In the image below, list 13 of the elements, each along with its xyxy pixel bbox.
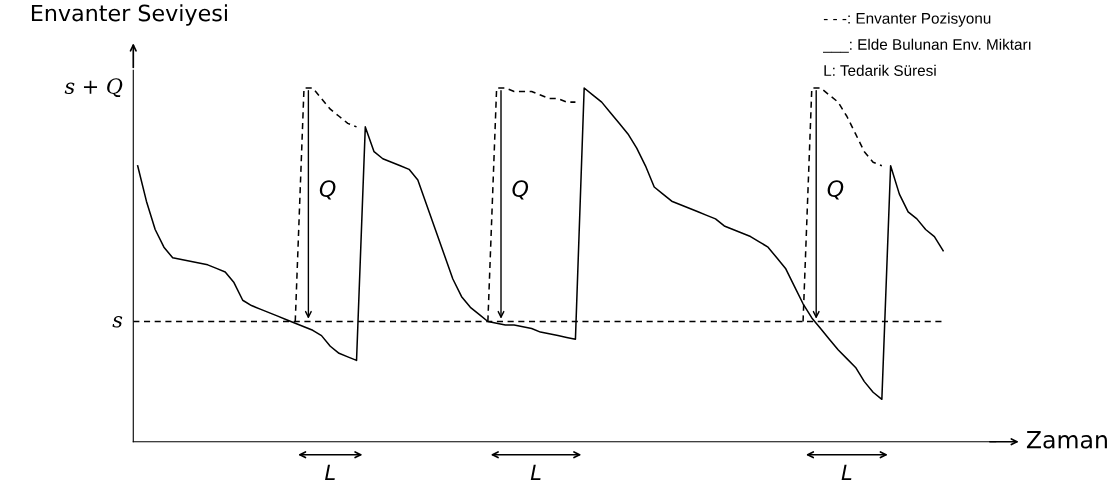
- ref-line-label: s: [112, 316, 123, 328]
- annotation: Q: [319, 180, 336, 200]
- text: L: [325, 464, 335, 480]
- text: s + Q: [64, 78, 123, 98]
- text: L: [530, 464, 541, 480]
- text: - - -: Envanter Pozisyonu: [823, 12, 991, 27]
- text: L: [841, 464, 852, 480]
- x-axis-title: Zaman: [1026, 431, 1107, 449]
- text: L: Tedarik Süresi: [824, 64, 936, 76]
- annotation: Q: [827, 180, 844, 200]
- text: ___: Elde Bulunan Env. Miktarı: [822, 38, 1031, 53]
- annotation: Q: [512, 180, 529, 200]
- y-axis-title: Envanter Seviyesi: [31, 4, 227, 26]
